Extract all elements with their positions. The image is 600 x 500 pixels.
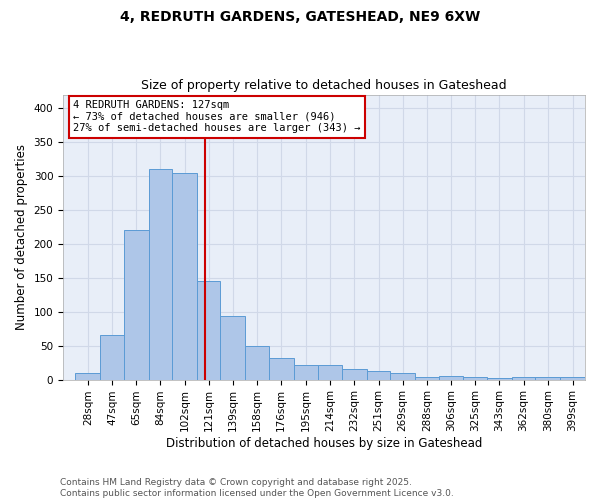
Text: Contains HM Land Registry data © Crown copyright and database right 2025.
Contai: Contains HM Land Registry data © Crown c…	[60, 478, 454, 498]
Bar	[269, 358, 293, 380]
Text: 4, REDRUTH GARDENS, GATESHEAD, NE9 6XW: 4, REDRUTH GARDENS, GATESHEAD, NE9 6XW	[120, 10, 480, 24]
Bar	[172, 172, 197, 380]
Bar	[124, 230, 149, 380]
Text: 4 REDRUTH GARDENS: 127sqm
← 73% of detached houses are smaller (946)
27% of semi: 4 REDRUTH GARDENS: 127sqm ← 73% of detac…	[73, 100, 361, 134]
Bar	[245, 346, 269, 380]
Title: Size of property relative to detached houses in Gateshead: Size of property relative to detached ho…	[141, 79, 507, 92]
Bar	[149, 169, 172, 380]
Bar	[197, 281, 220, 380]
Bar	[293, 366, 319, 380]
Bar	[512, 377, 535, 380]
Bar	[560, 377, 585, 380]
Bar	[415, 377, 439, 380]
Bar	[463, 377, 487, 380]
Bar	[342, 370, 367, 380]
Bar	[439, 376, 463, 380]
Bar	[76, 373, 100, 380]
Bar	[367, 372, 391, 380]
Bar	[391, 373, 415, 380]
Bar	[487, 378, 512, 380]
Bar	[100, 336, 124, 380]
Y-axis label: Number of detached properties: Number of detached properties	[15, 144, 28, 330]
Bar	[535, 377, 560, 380]
Bar	[319, 366, 342, 380]
Bar	[220, 316, 245, 380]
X-axis label: Distribution of detached houses by size in Gateshead: Distribution of detached houses by size …	[166, 437, 482, 450]
